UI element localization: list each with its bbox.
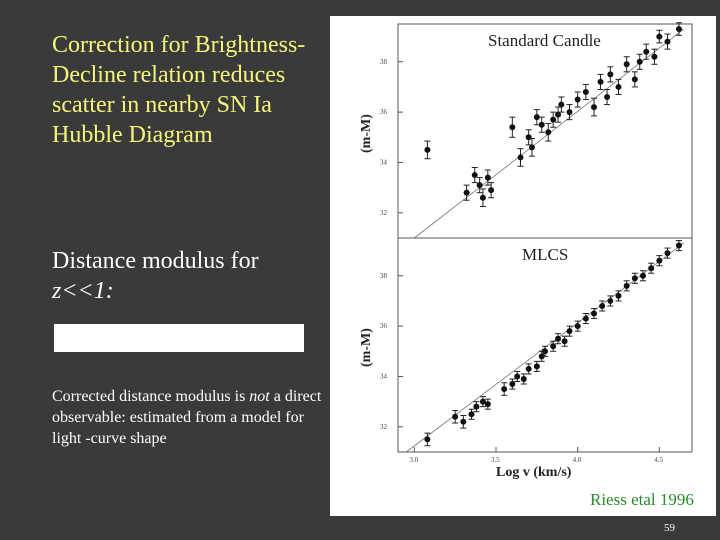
corrected-prefix: Corrected distance modulus is (52, 388, 246, 405)
data-point (591, 310, 597, 317)
plot-frame-1 (397, 23, 693, 239)
data-point (675, 26, 682, 33)
data-point (656, 33, 663, 40)
redshift-condition: z<<1: (52, 278, 114, 304)
data-point (550, 343, 557, 350)
data-point (533, 363, 540, 370)
x-tick-label: 4.0 (573, 456, 582, 464)
data-point (643, 48, 650, 55)
hubble-diagram-figure: 32 34 36 38 Standard Candle (m-M) 32 34 36 38 3.0 3… (330, 16, 716, 516)
data-point (623, 282, 630, 289)
data-point (651, 53, 658, 60)
data-point (607, 71, 614, 78)
data-point (424, 436, 431, 443)
data-point (538, 353, 545, 360)
data-point (509, 124, 516, 131)
data-point (604, 94, 611, 101)
data-point (452, 413, 459, 420)
data-point (545, 129, 552, 136)
data-point (591, 104, 597, 111)
page-number: 59 (664, 522, 675, 534)
y-tick-label: 36 (380, 108, 388, 116)
data-point (566, 109, 573, 116)
corrected-modulus-text: Corrected distance modulus is not a dire… (52, 386, 322, 449)
data-point (664, 250, 671, 257)
data-point (460, 418, 467, 425)
data-point (509, 381, 516, 388)
data-point (525, 365, 532, 372)
data-point (468, 411, 475, 418)
data-point (555, 335, 562, 342)
data-point (463, 189, 470, 196)
corrected-not: not (249, 388, 270, 405)
data-point (656, 257, 663, 264)
y-tick-label: 38 (380, 58, 388, 66)
data-point (476, 182, 483, 189)
y-tick-label: 32 (380, 423, 388, 431)
data-point (648, 265, 655, 272)
panel-title: Standard Candle (488, 31, 601, 50)
data-point (555, 111, 562, 118)
data-point (615, 292, 622, 299)
data-point (538, 121, 545, 128)
y-tick-label: 32 (380, 209, 388, 217)
data-point (479, 194, 486, 201)
data-point (424, 146, 431, 153)
data-point (574, 96, 581, 103)
x-tick-label: 4.5 (654, 456, 663, 464)
distance-modulus-label: Distance modulus for (52, 248, 259, 274)
plot-frame-2 (397, 237, 693, 453)
data-point (631, 275, 638, 282)
data-point (514, 373, 521, 380)
data-point (484, 401, 491, 408)
data-point (582, 88, 589, 95)
distance-modulus-text: Distance modulus for z<<1: (52, 246, 322, 306)
hubble-diagram-svg: 32 34 36 38 Standard Candle (m-M) 32 34 36 38 3.0 3… (359, 22, 693, 480)
data-point (558, 101, 565, 108)
data-point (599, 302, 606, 309)
data-point (623, 61, 630, 68)
data-point (615, 83, 622, 90)
corrected-rest: a direct observable: estimated from a mo… (52, 388, 322, 447)
headline-text: Correction for Brightness-Decline relati… (52, 32, 306, 148)
data-point (597, 78, 604, 85)
x-tick-label: 3.5 (491, 456, 500, 464)
x-axis-label: Log v (km/s) (496, 465, 572, 480)
data-point (640, 272, 646, 279)
data-point (484, 174, 491, 181)
data-point (501, 386, 508, 393)
data-point (582, 315, 589, 322)
data-point (631, 76, 638, 83)
data-point (566, 328, 573, 335)
data-point (542, 348, 548, 355)
data-point (533, 114, 540, 121)
x-tick-label: 3.0 (409, 456, 418, 464)
data-point (517, 154, 524, 161)
data-point (675, 242, 682, 249)
data-point (471, 172, 478, 179)
data-point (574, 323, 581, 330)
formula-box (54, 324, 304, 352)
y-axis-label: (m-M) (359, 328, 374, 367)
data-point (488, 187, 495, 194)
y-tick-label: 34 (380, 372, 388, 380)
data-point (479, 398, 486, 405)
data-point (561, 338, 568, 345)
data-point (664, 38, 671, 45)
data-point (473, 403, 480, 410)
citation: Riess etal 1996 (590, 490, 694, 509)
y-tick-label: 34 (380, 158, 388, 166)
y-axis-label: (m-M) (359, 114, 374, 153)
data-point (520, 375, 527, 382)
panel-title: MLCS (522, 245, 568, 264)
data-point (607, 297, 614, 304)
data-point (550, 116, 557, 123)
y-tick-label: 38 (380, 272, 388, 280)
data-point (528, 144, 535, 151)
data-point (525, 134, 532, 141)
y-tick-label: 36 (380, 322, 388, 330)
data-point (636, 58, 643, 65)
